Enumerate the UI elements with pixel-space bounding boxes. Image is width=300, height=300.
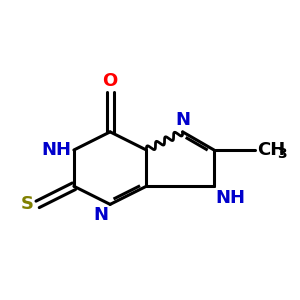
Text: NH: NH: [216, 189, 246, 207]
Text: N: N: [93, 206, 108, 224]
Text: O: O: [103, 72, 118, 90]
Text: S: S: [21, 195, 34, 213]
Text: 3: 3: [277, 147, 286, 161]
Text: NH: NH: [41, 141, 71, 159]
Text: CH: CH: [257, 141, 285, 159]
Text: N: N: [175, 111, 190, 129]
